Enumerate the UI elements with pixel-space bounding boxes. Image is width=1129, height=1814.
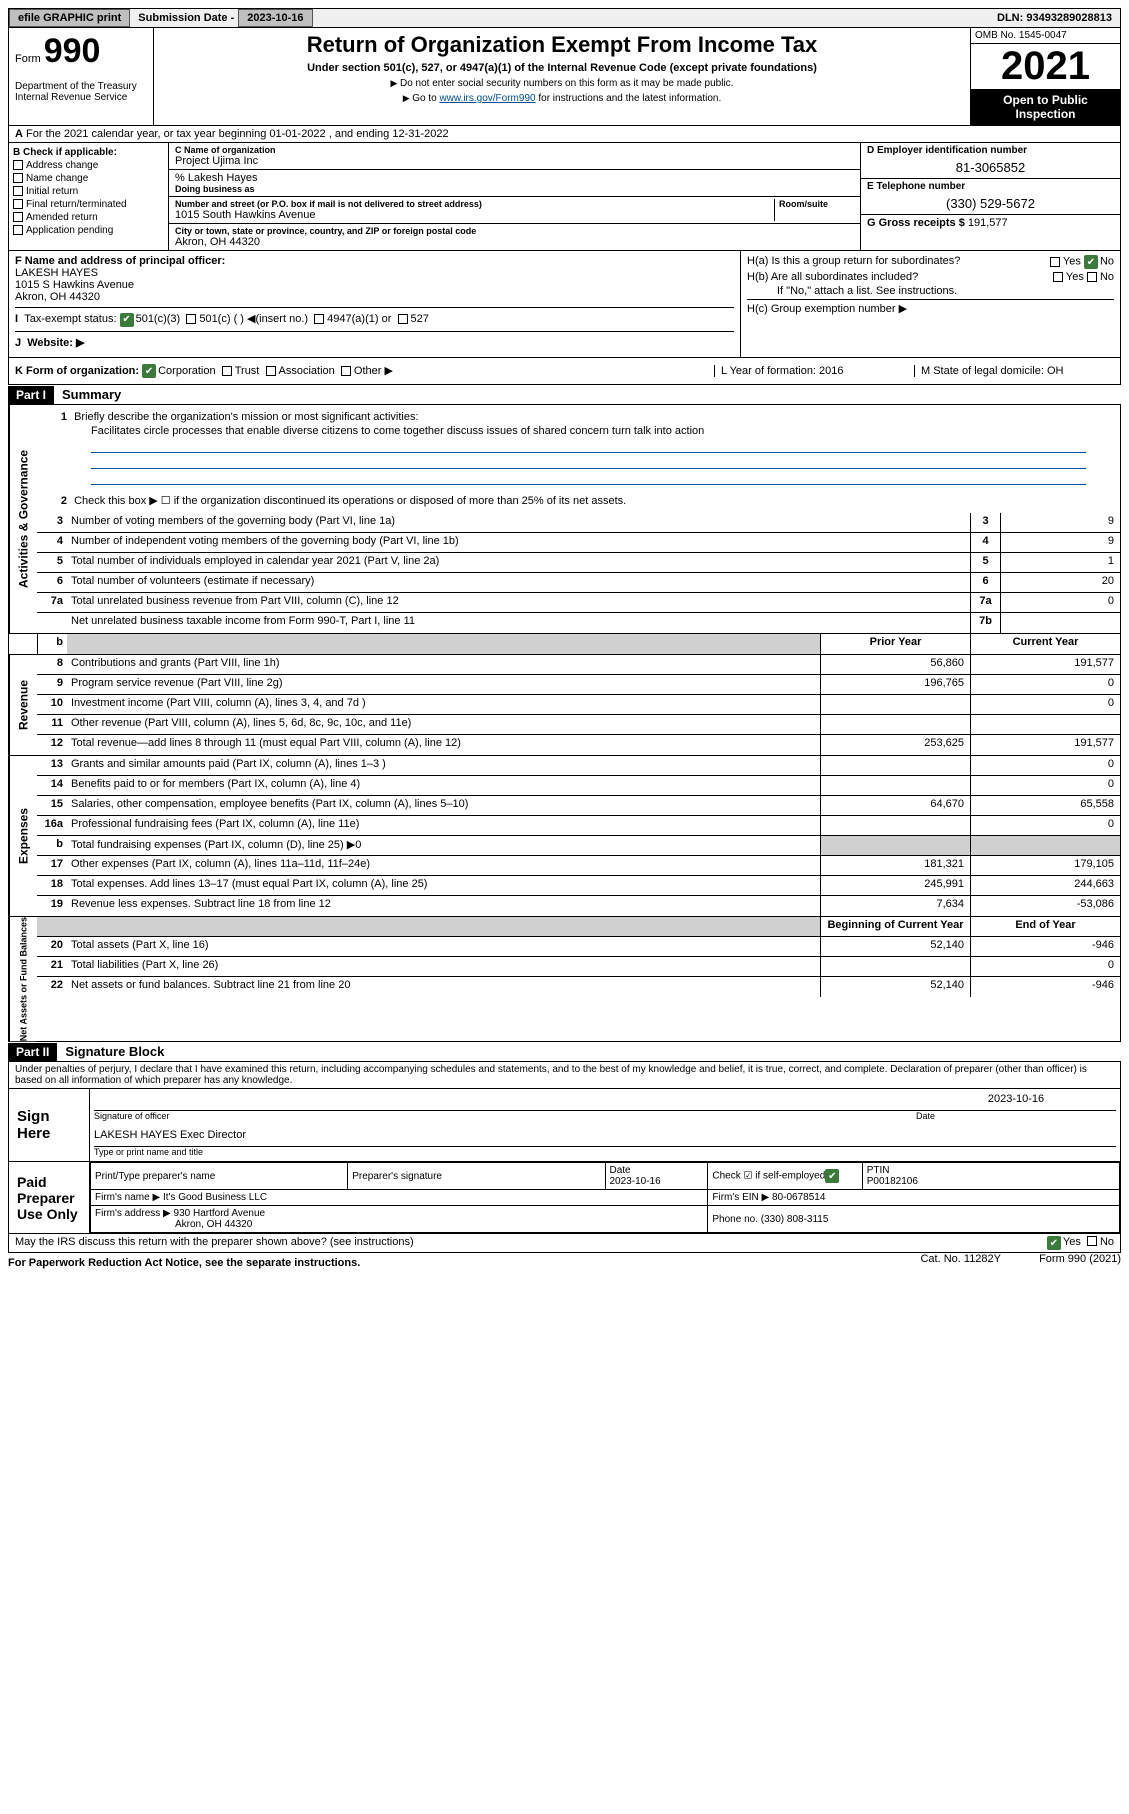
- header-info-block: B Check if applicable: Address change Na…: [8, 143, 1121, 251]
- gross-receipts-label: G Gross receipts $: [867, 217, 968, 229]
- street-value: 1015 South Hawkins Avenue: [175, 209, 774, 221]
- irs-link[interactable]: www.irs.gov/Form990: [439, 93, 535, 104]
- current-year-header: Current Year: [970, 634, 1120, 654]
- self-employed-checkbox[interactable]: ✔: [825, 1169, 839, 1183]
- dept-label: Department of the Treasury Internal Reve…: [15, 81, 147, 103]
- revenue-tab: Revenue: [9, 655, 37, 755]
- discuss-question: May the IRS discuss this return with the…: [15, 1236, 414, 1250]
- ha-yes-checkbox[interactable]: [1050, 257, 1060, 267]
- 501c3-checkbox[interactable]: ✔: [120, 313, 134, 327]
- ein-label: D Employer identification number: [867, 145, 1114, 156]
- top-toolbar: efile GRAPHIC print Submission Date - 20…: [8, 8, 1121, 28]
- ha-label: H(a) Is this a group return for subordin…: [747, 255, 1050, 269]
- expenses-tab: Expenses: [9, 756, 37, 916]
- sign-here-label: Sign Here: [9, 1089, 89, 1161]
- hc-label: H(c) Group exemption number ▶: [747, 302, 1114, 315]
- 4947-checkbox[interactable]: [314, 314, 324, 324]
- other-checkbox[interactable]: [341, 366, 351, 376]
- hb-no-checkbox[interactable]: [1087, 272, 1097, 282]
- phone-label: E Telephone number: [867, 181, 1114, 192]
- cat-no: Cat. No. 11282Y: [920, 1253, 1001, 1273]
- hb-label: H(b) Are all subordinates included?: [747, 271, 1053, 283]
- open-inspection-badge: Open to Public Inspection: [971, 89, 1120, 125]
- city-value: Akron, OH 44320: [175, 236, 854, 248]
- initial-return-checkbox[interactable]: [13, 186, 23, 196]
- sig-date-label: Date: [916, 1111, 1116, 1121]
- org-name: Project Ujima Inc: [175, 155, 854, 167]
- dln-label: DLN: 93493289028813: [989, 12, 1120, 24]
- instr-ssn: Do not enter social security numbers on …: [162, 78, 962, 89]
- line-a-tax-year: A For the 2021 calendar year, or tax yea…: [8, 126, 1121, 143]
- amended-return-checkbox[interactable]: [13, 212, 23, 222]
- 501c-checkbox[interactable]: [186, 314, 196, 324]
- website-label: Website: ▶: [27, 337, 84, 349]
- tax-exempt-label: Tax-exempt status:: [24, 313, 116, 325]
- end-year-header: End of Year: [970, 917, 1120, 936]
- form-footer: Form 990 (2021): [1001, 1253, 1121, 1273]
- year-formation: L Year of formation: 2016: [714, 365, 914, 377]
- phone-value: (330) 529-5672: [867, 196, 1114, 211]
- address-change-checkbox[interactable]: [13, 160, 23, 170]
- state-domicile: M State of legal domicile: OH: [914, 365, 1114, 377]
- section-k: K Form of organization: ✔Corporation Tru…: [8, 358, 1121, 386]
- hb-yes-checkbox[interactable]: [1053, 272, 1063, 282]
- paid-preparer-label: Paid Preparer Use Only: [9, 1162, 89, 1233]
- prior-year-header: Prior Year: [820, 634, 970, 654]
- page-subtitle: Under section 501(c), 527, or 4947(a)(1)…: [162, 62, 962, 74]
- beg-year-header: Beginning of Current Year: [820, 917, 970, 936]
- street-label: Number and street (or P.O. box if mail i…: [175, 199, 774, 209]
- org-name-label: C Name of organization: [175, 145, 854, 155]
- governance-tab: Activities & Governance: [9, 405, 37, 633]
- efile-print-button[interactable]: efile GRAPHIC print: [9, 9, 130, 27]
- final-return-checkbox[interactable]: [13, 199, 23, 209]
- trust-checkbox[interactable]: [222, 366, 232, 376]
- sig-officer-label: Signature of officer: [94, 1111, 916, 1121]
- officer-name: LAKESH HAYES: [15, 267, 98, 279]
- officer-addr2: Akron, OH 44320: [15, 291, 100, 303]
- 527-checkbox[interactable]: [398, 314, 408, 324]
- form-label: Form: [15, 53, 41, 65]
- ha-no-checkbox[interactable]: ✔: [1084, 255, 1098, 269]
- form-header: Form 990 Department of the Treasury Inte…: [8, 28, 1121, 126]
- officer-addr1: 1015 S Hawkins Avenue: [15, 279, 134, 291]
- netassets-tab: Net Assets or Fund Balances: [9, 917, 37, 1041]
- line1-label: Briefly describe the organization's miss…: [74, 411, 418, 423]
- form-number: 990: [44, 32, 101, 70]
- signer-name: LAKESH HAYES Exec Director: [94, 1129, 246, 1146]
- care-of: % Lakesh Hayes: [175, 172, 854, 184]
- instr-link: Go to www.irs.gov/Form990 for instructio…: [162, 93, 962, 104]
- corp-checkbox[interactable]: ✔: [142, 364, 156, 378]
- discuss-no-checkbox[interactable]: [1087, 1236, 1097, 1246]
- preparer-table: Print/Type preparer's name Preparer's si…: [90, 1162, 1120, 1233]
- line1-mission: Facilitates circle processes that enable…: [41, 425, 704, 437]
- line2-text: Check this box ▶ ☐ if the organization d…: [74, 495, 626, 507]
- hb-note: If "No," attach a list. See instructions…: [747, 285, 1114, 297]
- paperwork-notice: For Paperwork Reduction Act Notice, see …: [8, 1253, 360, 1273]
- city-label: City or town, state or province, country…: [175, 226, 854, 236]
- sig-date-value: 2023-10-16: [916, 1093, 1116, 1110]
- assoc-checkbox[interactable]: [266, 366, 276, 376]
- signer-name-sub: Type or print name and title: [94, 1147, 1116, 1157]
- part1-header: Part ISummary: [8, 385, 1121, 404]
- page-title: Return of Organization Exempt From Incom…: [162, 32, 962, 58]
- room-label: Room/suite: [779, 199, 854, 209]
- jurat-text: Under penalties of perjury, I declare th…: [8, 1061, 1121, 1089]
- officer-label: F Name and address of principal officer:: [15, 255, 225, 267]
- application-pending-checkbox[interactable]: [13, 225, 23, 235]
- submission-date-value: 2023-10-16: [238, 9, 312, 27]
- omb-number: OMB No. 1545-0047: [971, 28, 1120, 44]
- dba-label: Doing business as: [175, 184, 854, 194]
- gross-receipts-value: 191,577: [968, 217, 1008, 229]
- ein-value: 81-3065852: [867, 160, 1114, 175]
- tax-year: 2021: [971, 44, 1120, 89]
- discuss-yes-checkbox[interactable]: ✔: [1047, 1236, 1061, 1250]
- submission-date-label: Submission Date -: [134, 12, 238, 24]
- part2-header: Part IISignature Block: [8, 1042, 1121, 1061]
- section-b-checkboxes: B Check if applicable: Address change Na…: [9, 143, 169, 250]
- name-change-checkbox[interactable]: [13, 173, 23, 183]
